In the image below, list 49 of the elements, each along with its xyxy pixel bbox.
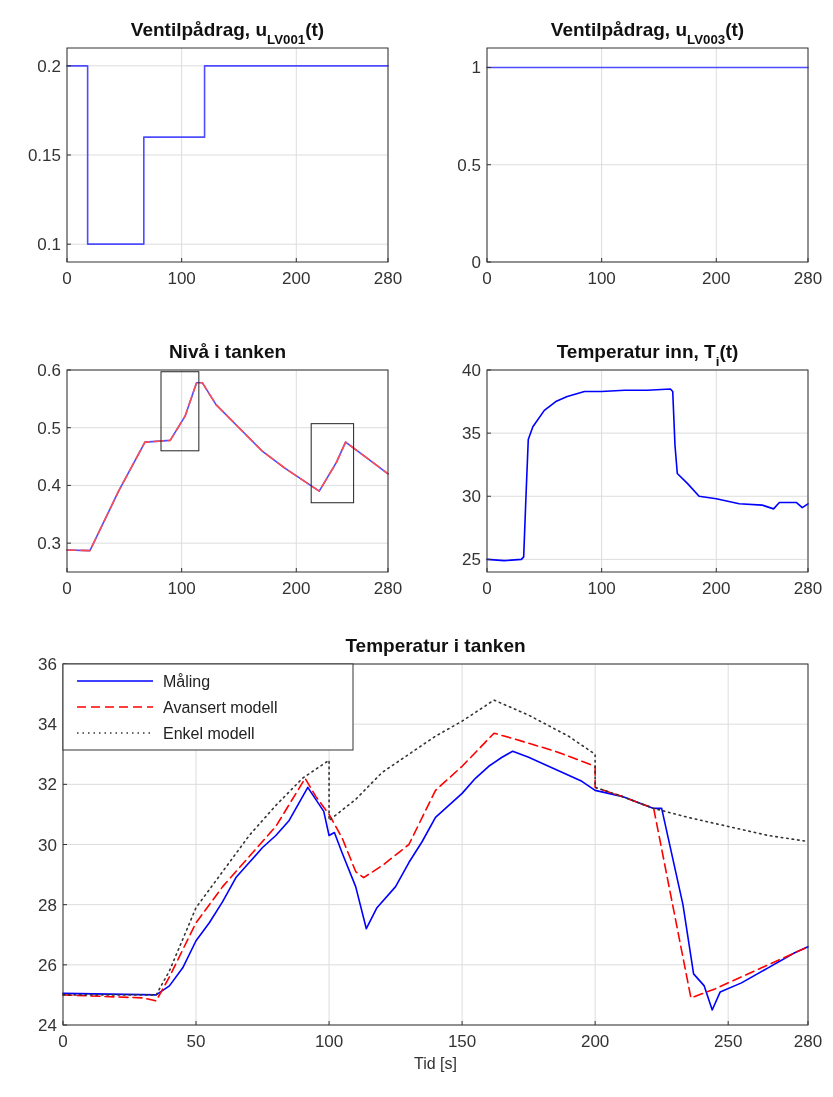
chart-title: Temperatur i tanken bbox=[345, 635, 526, 656]
y-tick-label: 28 bbox=[38, 895, 57, 915]
y-tick-label: 0.1 bbox=[37, 235, 61, 255]
x-tick-label: 280 bbox=[373, 269, 403, 288]
y-tick-label: 0.4 bbox=[37, 476, 61, 496]
chart-title: Ventilpådrag, u$_{LV001}$(t) bbox=[130, 19, 325, 47]
y-tick-label: 40 bbox=[462, 361, 481, 380]
x-tick-label: 200 bbox=[580, 1032, 610, 1051]
line-series bbox=[66, 381, 389, 552]
legend-label: Avansert modell bbox=[163, 699, 278, 716]
chart-title: Temperatur inn, T$_{i}$(t) bbox=[556, 341, 739, 369]
x-tick-label: 100 bbox=[314, 1032, 344, 1051]
y-tick-label: 0 bbox=[471, 253, 481, 272]
x-tick-label: 250 bbox=[713, 1032, 743, 1051]
y-tick-label: 25 bbox=[462, 550, 481, 570]
x-tick-label: 50 bbox=[186, 1032, 206, 1051]
x-tick-label: 200 bbox=[282, 269, 311, 288]
y-tick-label: 0.5 bbox=[457, 155, 481, 175]
y-tick-label: 36 bbox=[38, 655, 57, 674]
x-tick-label: 150 bbox=[447, 1032, 477, 1051]
chart-title: Nivå i tanken bbox=[168, 341, 287, 362]
y-tick-label: 0.6 bbox=[37, 361, 61, 380]
x-tick-label: 280 bbox=[373, 579, 403, 598]
y-tick-label: 1 bbox=[471, 58, 481, 78]
legend-label: Enkel modell bbox=[163, 725, 255, 742]
legend-label: Måling bbox=[163, 673, 211, 690]
x-tick-label: 200 bbox=[702, 579, 731, 598]
chart-title: Ventilpådrag, u$_{LV003}$(t) bbox=[550, 19, 745, 47]
y-tick-label: 35 bbox=[462, 424, 481, 444]
x-tick-label: 200 bbox=[702, 269, 731, 288]
x-tick-label: 280 bbox=[793, 1032, 823, 1051]
y-tick-label: 0.15 bbox=[27, 146, 61, 165]
x-axis-title: Tid [s] bbox=[414, 1055, 457, 1072]
y-tick-label: 0.5 bbox=[37, 418, 61, 438]
x-tick-label: 100 bbox=[167, 269, 196, 288]
x-tick-label: 280 bbox=[793, 269, 823, 288]
x-tick-label: 200 bbox=[282, 579, 311, 598]
y-tick-label: 0.3 bbox=[37, 534, 61, 554]
y-tick-label: 0.2 bbox=[37, 56, 61, 76]
y-tick-label: 34 bbox=[38, 715, 57, 735]
x-tick-label: 100 bbox=[587, 269, 616, 288]
y-tick-label: 30 bbox=[462, 487, 481, 507]
x-tick-label: 100 bbox=[167, 579, 196, 598]
x-tick-label: 100 bbox=[587, 579, 616, 598]
x-tick-label: 280 bbox=[793, 579, 823, 598]
y-tick-label: 26 bbox=[38, 955, 57, 975]
y-tick-label: 24 bbox=[38, 1016, 57, 1035]
y-tick-label: 32 bbox=[38, 775, 57, 795]
y-tick-label: 30 bbox=[38, 835, 57, 855]
